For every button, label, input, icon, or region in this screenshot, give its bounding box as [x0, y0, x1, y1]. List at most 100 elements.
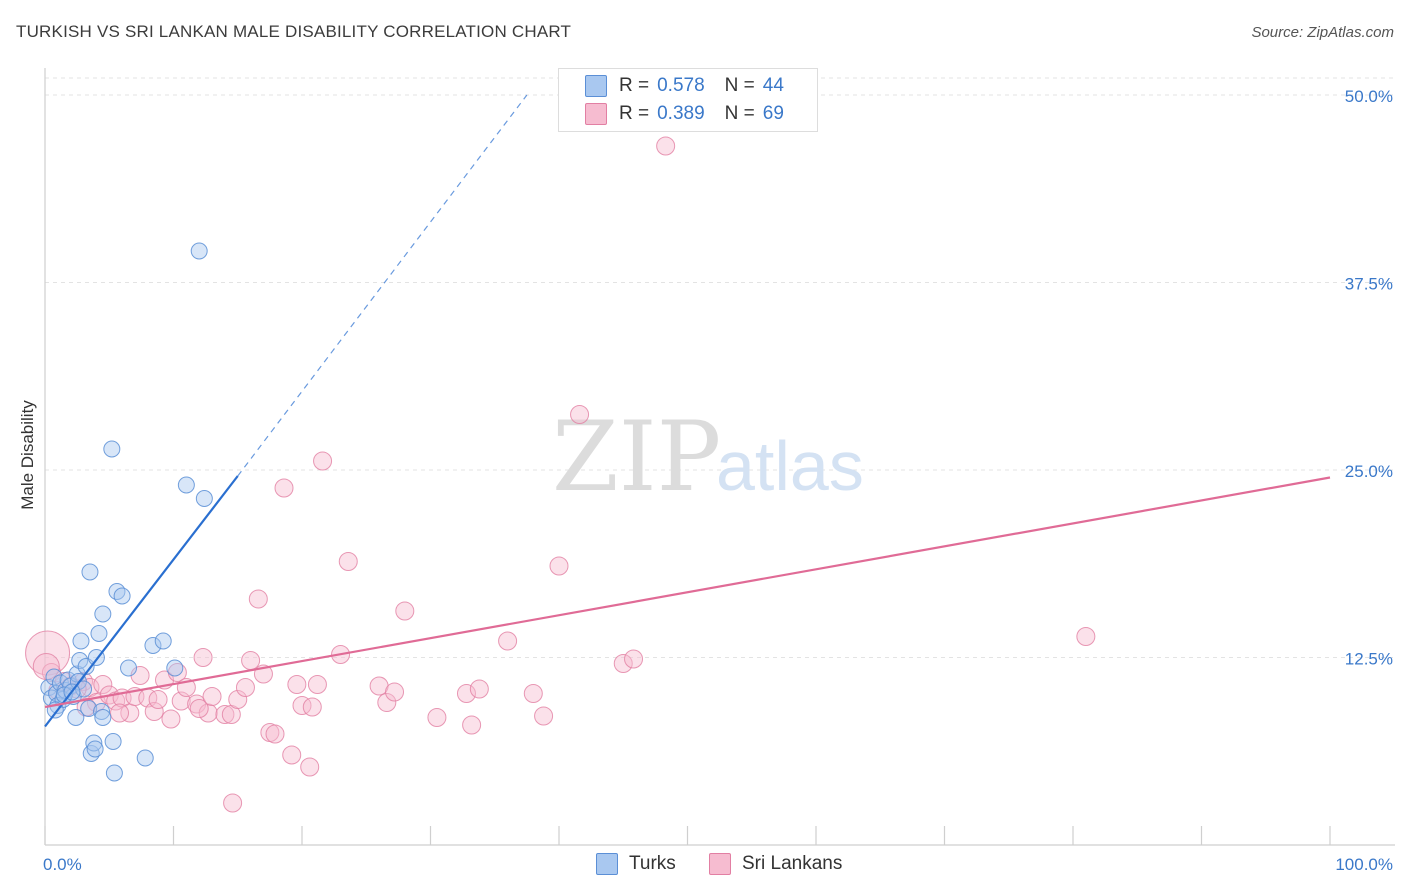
legend-row-turks: R = 0.578 N = 44 — [585, 74, 784, 98]
data-point-sri-lankans — [193, 648, 213, 667]
data-point-turks — [93, 703, 111, 720]
legend-n-label: N = — [724, 75, 755, 96]
legend-swatch-sri-lankans — [585, 103, 607, 125]
data-point-sri-lankans — [223, 793, 243, 813]
trend-line-turks-extension — [237, 94, 528, 477]
axes — [44, 68, 1395, 846]
legend-r-label: R = — [619, 75, 650, 96]
data-point-sri-lankans — [302, 697, 322, 717]
data-point-turks — [80, 700, 98, 717]
data-point-turks — [177, 476, 195, 494]
data-point-sri-lankans — [549, 556, 569, 576]
data-point-sri-lankans — [93, 675, 113, 694]
legend-r-label: R = — [619, 103, 650, 124]
legend-r-value: 0.389 — [657, 103, 705, 124]
trend-line-sri-lankans — [44, 476, 1331, 709]
data-point-sri-lankans — [462, 715, 482, 735]
data-point-sri-lankans — [570, 405, 590, 424]
bottom-swatch-sri-lankans — [709, 853, 731, 875]
legend-n-value: 44 — [762, 75, 784, 96]
data-point-sri-lankans — [385, 682, 405, 702]
data-point-sri-lankans — [215, 705, 235, 724]
correlation-legend: R = 0.578 N = 44 R = 0.389 N = 69 — [558, 68, 818, 132]
data-point-sri-lankans — [456, 684, 476, 703]
watermark: ZIP atlas — [552, 401, 864, 513]
legend-n-label: N = — [724, 103, 755, 124]
data-point-turks — [103, 440, 121, 458]
data-point-sri-lankans — [469, 679, 489, 699]
legend-n-value: 69 — [762, 103, 784, 124]
data-point-sri-lankans — [235, 678, 255, 697]
data-point-turks — [85, 734, 103, 752]
gridlines — [45, 77, 1395, 658]
data-point-sri-lankans — [498, 631, 518, 651]
data-point-turks — [94, 605, 112, 623]
chart-title: TURKISH VS SRI LANKAN MALE DISABILITY CO… — [16, 22, 572, 41]
y-tick-label: 50.0% — [1345, 87, 1393, 106]
bottom-legend-turks-label: Turks — [629, 853, 676, 874]
y-tick-label: 12.5% — [1345, 650, 1393, 669]
data-point-sri-lankans — [395, 601, 415, 621]
x-tick-label: 100.0% — [1335, 855, 1393, 874]
data-point-turks — [81, 563, 99, 581]
data-point-sri-lankans — [656, 136, 676, 156]
series-turks — [40, 242, 213, 782]
data-point-sri-lankans — [307, 675, 327, 694]
data-point-turks — [67, 709, 85, 726]
trend-lines — [44, 94, 1331, 728]
bottom-swatch-turks — [596, 853, 618, 875]
data-point-sri-lankans — [300, 757, 320, 777]
data-point-turks — [190, 242, 208, 260]
data-point-turks — [108, 583, 126, 600]
legend-swatch-turks — [585, 75, 607, 97]
watermark-atlas: atlas — [716, 427, 864, 505]
data-point-turks — [136, 749, 154, 767]
tick-labels: 12.5% 25.0% 37.5% 50.0% 0.0% 100.0% — [43, 87, 1393, 874]
legend-row-sri-lankans: R = 0.389 N = 69 — [585, 102, 784, 126]
data-point-sri-lankans — [241, 651, 261, 670]
data-point-sri-lankans — [202, 687, 222, 706]
legend-r-value: 0.578 — [657, 75, 705, 96]
data-point-turks — [104, 733, 122, 750]
data-point-sri-lankans — [613, 654, 633, 673]
data-point-sri-lankans — [282, 745, 302, 765]
data-point-turks — [94, 709, 112, 726]
bottom-legend-sri-lankans-label: Sri Lankans — [742, 853, 843, 874]
x-tick-label: 0.0% — [43, 855, 82, 874]
data-point-sri-lankans — [534, 706, 554, 726]
data-point-sri-lankans — [265, 724, 285, 744]
data-point-turks — [72, 632, 90, 650]
data-point-sri-lankans — [624, 649, 644, 669]
data-point-turks — [166, 659, 184, 677]
data-point-sri-lankans — [161, 709, 181, 729]
data-point-sri-lankans — [1076, 627, 1096, 646]
bottom-legend-sri-lankans: Sri Lankans — [709, 852, 842, 876]
data-point-sri-lankans — [228, 690, 248, 709]
data-point-turks — [154, 632, 172, 650]
data-point-sri-lankans — [427, 708, 447, 727]
data-point-sri-lankans — [189, 699, 209, 718]
data-point-turks — [86, 740, 104, 758]
data-point-sri-lankans — [377, 693, 397, 712]
y-tick-label: 25.0% — [1345, 462, 1393, 481]
data-point-sri-lankans — [274, 478, 294, 498]
trend-line-turks — [44, 475, 239, 728]
data-point-turks — [144, 637, 162, 654]
data-point-turks — [90, 625, 108, 642]
bottom-legend-turks: Turks — [596, 852, 676, 876]
data-point-sri-lankans — [144, 702, 164, 721]
data-point-sri-lankans — [287, 675, 307, 694]
data-point-sri-lankans — [110, 703, 130, 723]
data-point-turks — [113, 587, 131, 605]
watermark-zip: ZIP — [552, 401, 721, 513]
data-point-sri-lankans — [148, 690, 168, 709]
data-point-turks — [71, 652, 89, 669]
data-point-sri-lankans — [198, 703, 218, 723]
data-point-sri-lankans — [292, 696, 312, 715]
data-point-sri-lankans — [313, 451, 333, 471]
data-point-sri-lankans — [248, 589, 268, 609]
data-point-turks — [105, 764, 123, 782]
data-point-turks — [45, 668, 63, 686]
data-point-sri-lankans — [338, 552, 358, 571]
